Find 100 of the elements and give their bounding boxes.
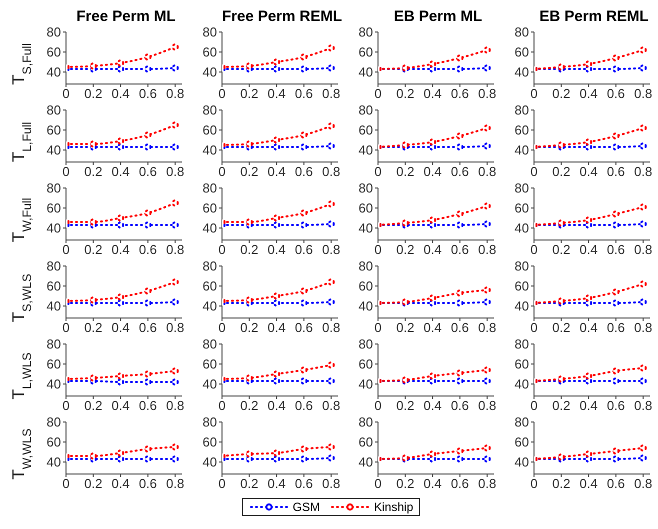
x-tick-label: 0.6 bbox=[138, 164, 157, 180]
x-tick-label: 0.6 bbox=[606, 398, 625, 414]
x-tick-label: 0.2 bbox=[84, 164, 102, 180]
x-tick-label: 0.2 bbox=[396, 320, 414, 336]
x-tick-label: 0.2 bbox=[84, 86, 102, 102]
y-tick-label: 60 bbox=[514, 200, 529, 216]
y-tick-label: 80 bbox=[514, 180, 529, 196]
x-tick-label: 0.6 bbox=[294, 476, 313, 492]
y-tick-label: 40 bbox=[514, 298, 529, 314]
x-tick-label: 0.2 bbox=[396, 164, 414, 180]
x-tick-label: 0.4 bbox=[580, 164, 598, 180]
x-tick-label: 0.6 bbox=[294, 320, 313, 336]
x-tick-label: 0 bbox=[62, 86, 70, 102]
x-tick-label: 0.8 bbox=[478, 164, 496, 180]
x-tick-label: 0.2 bbox=[84, 320, 102, 336]
x-tick-label: 0.8 bbox=[166, 398, 184, 414]
y-tick-label: 40 bbox=[46, 454, 61, 470]
x-tick-label: 0.6 bbox=[606, 86, 625, 102]
y-tick-label: 80 bbox=[358, 24, 373, 40]
x-tick-label: 0.4 bbox=[424, 86, 442, 102]
y-tick-label: 40 bbox=[46, 220, 61, 236]
x-tick-label: 0.6 bbox=[138, 476, 157, 492]
chart-title: EB Perm REML bbox=[538, 8, 650, 26]
y-tick-label: 80 bbox=[514, 258, 529, 274]
x-tick-label: 0.4 bbox=[268, 242, 286, 258]
x-tick-label: 0 bbox=[62, 398, 70, 414]
x-tick-label: 0.6 bbox=[138, 320, 157, 336]
y-tick-label: 60 bbox=[358, 200, 373, 216]
x-tick-label: 0.8 bbox=[322, 86, 340, 102]
x-tick-label: 0 bbox=[62, 476, 70, 492]
y-tick-label: 80 bbox=[202, 24, 217, 40]
x-tick-label: 0 bbox=[374, 242, 382, 258]
x-tick-label: 0 bbox=[374, 398, 382, 414]
y-tick-label: 80 bbox=[514, 336, 529, 352]
x-tick-label: 0.6 bbox=[606, 164, 625, 180]
y-tick-label: 60 bbox=[358, 44, 373, 60]
y-tick-label: 60 bbox=[358, 356, 373, 372]
x-tick-label: 0.4 bbox=[268, 86, 286, 102]
x-tick-label: 0 bbox=[374, 476, 382, 492]
x-tick-label: 0.8 bbox=[322, 242, 340, 258]
x-tick-label: 0 bbox=[218, 320, 226, 336]
x-tick-label: 0 bbox=[62, 242, 70, 258]
y-tick-label: 40 bbox=[202, 376, 217, 392]
x-tick-label: 0.8 bbox=[166, 164, 184, 180]
y-tick-label: 40 bbox=[358, 64, 373, 80]
x-tick-label: 0.2 bbox=[240, 320, 258, 336]
y-tick-label: 80 bbox=[358, 414, 373, 430]
x-tick-label: 0.2 bbox=[396, 242, 414, 258]
x-tick-label: 0.6 bbox=[606, 320, 625, 336]
x-tick-label: 0.8 bbox=[634, 164, 652, 180]
y-tick-label: 60 bbox=[46, 278, 61, 294]
x-tick-label: 0.8 bbox=[166, 476, 184, 492]
x-tick-label: 0 bbox=[530, 242, 538, 258]
x-tick-label: 0.4 bbox=[112, 476, 130, 492]
x-tick-label: 0 bbox=[218, 242, 226, 258]
y-tick-label: 80 bbox=[46, 24, 61, 40]
x-tick-label: 0.2 bbox=[84, 398, 102, 414]
y-tick-label: 40 bbox=[202, 64, 217, 80]
x-tick-label: 0.2 bbox=[552, 164, 570, 180]
x-tick-label: 0.8 bbox=[478, 320, 496, 336]
x-tick-label: 0.6 bbox=[138, 86, 157, 102]
x-tick-label: 0.8 bbox=[634, 320, 652, 336]
x-tick-label: 0.2 bbox=[240, 164, 258, 180]
y-tick-label: 40 bbox=[46, 64, 61, 80]
x-tick-label: 0 bbox=[530, 86, 538, 102]
x-tick-label: 0 bbox=[218, 476, 226, 492]
x-tick-label: 0.4 bbox=[112, 242, 130, 258]
x-tick-label: 0.2 bbox=[240, 398, 258, 414]
x-tick-label: 0.2 bbox=[396, 86, 414, 102]
y-tick-label: 40 bbox=[358, 454, 373, 470]
y-tick-label: 40 bbox=[202, 220, 217, 236]
chart-title: Free Perm REML bbox=[222, 8, 342, 26]
x-tick-label: 0.8 bbox=[322, 164, 340, 180]
x-tick-label: 0.4 bbox=[268, 320, 286, 336]
x-tick-label: 0.4 bbox=[424, 164, 442, 180]
y-tick-label: 80 bbox=[358, 102, 373, 118]
x-tick-label: 0 bbox=[530, 320, 538, 336]
x-tick-label: 0.4 bbox=[424, 242, 442, 258]
y-tick-label: 60 bbox=[202, 44, 217, 60]
x-tick-label: 0.6 bbox=[294, 398, 313, 414]
y-tick-label: 60 bbox=[202, 122, 217, 138]
y-tick-label: 60 bbox=[46, 200, 61, 216]
x-tick-label: 0 bbox=[530, 398, 538, 414]
y-tick-label: 60 bbox=[202, 434, 217, 450]
y-tick-label: 40 bbox=[514, 142, 529, 158]
y-tick-label: 60 bbox=[46, 122, 61, 138]
x-tick-label: 0.6 bbox=[450, 164, 469, 180]
x-tick-label: 0.8 bbox=[478, 398, 496, 414]
y-tick-label: 40 bbox=[358, 142, 373, 158]
x-tick-label: 0.8 bbox=[478, 242, 496, 258]
x-tick-label: 0.6 bbox=[450, 242, 469, 258]
y-tick-label: 60 bbox=[358, 434, 373, 450]
y-tick-label: 80 bbox=[46, 336, 61, 352]
y-tick-label: 60 bbox=[514, 356, 529, 372]
x-tick-label: 0.8 bbox=[322, 476, 340, 492]
x-tick-label: 0.2 bbox=[552, 242, 570, 258]
x-tick-label: 0.8 bbox=[166, 242, 184, 258]
x-tick-label: 0.8 bbox=[634, 476, 652, 492]
y-tick-label: 80 bbox=[514, 102, 529, 118]
y-tick-label: 40 bbox=[358, 220, 373, 236]
